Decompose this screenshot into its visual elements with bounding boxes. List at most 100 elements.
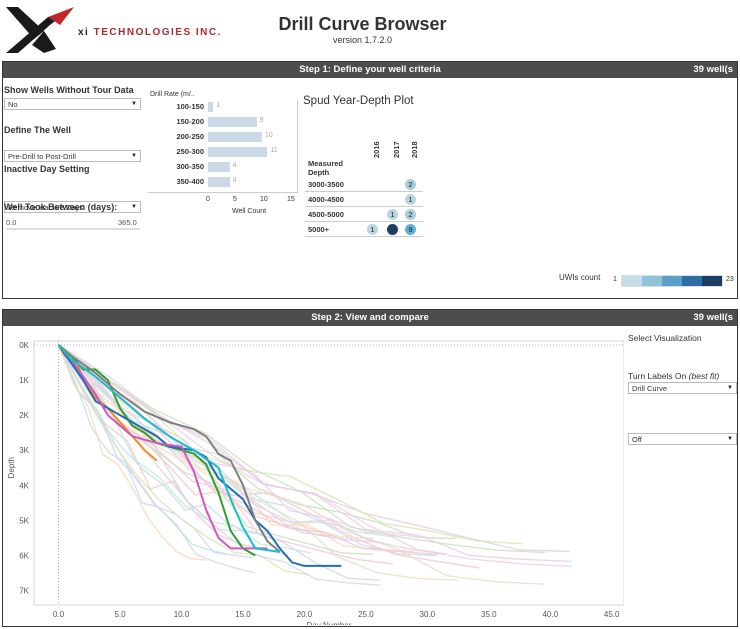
step2-title: Step 2: View and compare <box>311 312 429 323</box>
background-well-curve <box>58 344 312 554</box>
uwi-legend-swatch <box>622 276 642 286</box>
spud-row-divider <box>305 191 423 192</box>
uwi-legend-max: 23 <box>726 276 734 283</box>
background-well-curve <box>57 344 207 561</box>
highlight-well-curve[interactable] <box>57 344 280 553</box>
y-tick-label: 5K <box>19 516 29 525</box>
uwi-legend-label: UWIs count <box>559 273 601 282</box>
spud-year-label: 2017 <box>392 141 401 158</box>
spud-count-circle[interactable]: 1 <box>387 209 398 220</box>
step1-title: Step 1: Define your well criteria <box>299 64 441 75</box>
x-tick-label: 0.0 <box>53 610 65 619</box>
drill-rate-value: 4 <box>232 162 237 169</box>
spud-year-label: 2016 <box>372 141 381 158</box>
well-took-slider[interactable] <box>6 228 140 230</box>
drill-rate-bar[interactable] <box>208 162 230 172</box>
page-title: Drill Curve Browser <box>278 14 447 34</box>
drill-rate-xlabel: Well Count <box>232 208 267 215</box>
uwi-legend-swatch <box>662 276 682 286</box>
inactive-day-value: Remove Inactive Days <box>8 203 84 212</box>
spud-row-header-line1: Measured <box>308 159 344 168</box>
x-axis-label: Day Number <box>307 621 352 625</box>
chevron-down-icon: ▼ <box>131 204 137 210</box>
drill-rate-bar[interactable] <box>208 147 268 157</box>
inactive-day-dropdown[interactable]: Remove Inactive Days ▼ <box>4 201 141 213</box>
spud-count-circle[interactable]: 1 <box>405 194 416 205</box>
spud-depth-label: 4000-4500 <box>308 195 344 204</box>
app-version: version 1.7.2.0 <box>332 35 393 45</box>
define-well-label: Define The Well <box>4 125 71 135</box>
spud-row-divider <box>305 236 423 237</box>
x-tick-label: 10.0 <box>174 610 190 619</box>
spud-count-circle[interactable]: 9 <box>405 224 416 235</box>
inactive-day-label: Inactive Day Setting <box>4 164 90 174</box>
spud-count-circle[interactable]: 23 <box>387 224 398 235</box>
x-tick-label: 40.0 <box>542 610 558 619</box>
drill-rate-category: 150-200 <box>176 117 204 126</box>
define-well-value: Pre-Drill to Post-Drill <box>8 152 76 161</box>
y-tick-label: 7K <box>19 586 29 595</box>
spud-count-circle[interactable]: 2 <box>405 179 416 190</box>
chevron-down-icon: ▼ <box>727 436 733 442</box>
labels-toggle-value: Off <box>632 435 642 444</box>
chevron-down-icon: ▼ <box>727 385 733 391</box>
drill-rate-tick: 10 <box>260 196 268 203</box>
highlight-well-curve[interactable] <box>57 344 268 550</box>
spud-plot-title: Spud Year-Depth Plot <box>303 95 414 107</box>
x-tick-label: 25.0 <box>358 610 374 619</box>
chevron-down-icon: ▼ <box>131 101 137 107</box>
background-well-curve <box>57 344 226 555</box>
spud-row-divider <box>305 206 423 207</box>
labels-toggle-label: Turn Labels On (best fit) <box>628 371 719 381</box>
step1-header: Step 1: Define your well criteria 39 wel… <box>3 62 737 78</box>
drill-rate-bar[interactable] <box>208 102 214 112</box>
drill-rate-value: 4 <box>232 177 237 184</box>
step2-header: Step 2: View and compare 39 well(s <box>3 310 737 326</box>
uwi-legend-min: 1 <box>613 276 617 283</box>
tour-data-dropdown[interactable]: No ▼ <box>4 98 141 110</box>
select-viz-dropdown[interactable]: Drill Curve ▼ <box>628 382 737 394</box>
spud-depth-label: 4500-5000 <box>308 210 344 219</box>
drill-rate-category: 350-400 <box>176 177 204 186</box>
define-well-dropdown[interactable]: Pre-Drill to Post-Drill ▼ <box>4 150 141 162</box>
uwi-legend-swatch <box>642 276 662 286</box>
background-well-curve <box>58 344 573 568</box>
spud-count-circle[interactable]: 2 <box>405 209 416 220</box>
x-tick-label: 45.0 <box>604 610 620 619</box>
xi-logo-icon <box>6 7 74 53</box>
x-tick-label: 35.0 <box>481 610 497 619</box>
uwi-legend-scale <box>621 275 723 287</box>
highlight-well-curve[interactable] <box>57 344 281 553</box>
drill-curve-chart[interactable]: 0K 1K 2K 3K 4K 5K 6K 7K 0.0 5.0 10.0 15.0 20.0 25.0 30… <box>4 327 624 625</box>
background-well-curve <box>57 344 270 536</box>
company-logo <box>4 5 214 55</box>
drill-rate-value: 1 <box>216 102 221 109</box>
uwi-legend-swatch <box>702 276 722 286</box>
drill-rate-value: 9 <box>259 117 264 124</box>
y-tick-label: 6K <box>19 551 29 560</box>
drill-rate-tick: 5 <box>233 196 237 203</box>
spud-count-circle[interactable]: 1 <box>367 224 378 235</box>
drill-rate-bar[interactable] <box>208 132 262 142</box>
x-tick-label: 20.0 <box>297 610 313 619</box>
drill-rate-header: Drill Rate (m/.. <box>150 91 195 98</box>
drill-rate-bar[interactable] <box>208 177 230 187</box>
background-well-curve <box>57 344 289 556</box>
labels-toggle-dropdown[interactable]: Off ▼ <box>628 433 737 445</box>
step2-well-count: 39 well(s <box>693 312 733 323</box>
labels-toggle-text: Turn Labels On <box>628 371 687 381</box>
drill-rate-category: 100-150 <box>176 102 204 111</box>
drill-rate-chart: 100-150 1 150-200 9 200-250 10 250-300 11 300-35… <box>150 102 300 192</box>
drill-rate-category: 250-300 <box>176 147 204 156</box>
y-tick-label: 2K <box>19 411 29 420</box>
drill-rate-value: 10 <box>265 132 273 139</box>
drill-rate-frame <box>148 100 298 193</box>
y-axis-label: Depth <box>7 457 16 478</box>
drill-rate-value: 11 <box>270 147 278 154</box>
drill-rate-category: 200-250 <box>176 132 204 141</box>
spud-year-label: 2018 <box>410 141 419 158</box>
background-well-curve <box>58 344 572 563</box>
drill-rate-bar[interactable] <box>208 117 257 127</box>
drill-rate-tick: 0 <box>206 196 210 203</box>
step1-well-count: 39 well(s <box>693 64 733 75</box>
